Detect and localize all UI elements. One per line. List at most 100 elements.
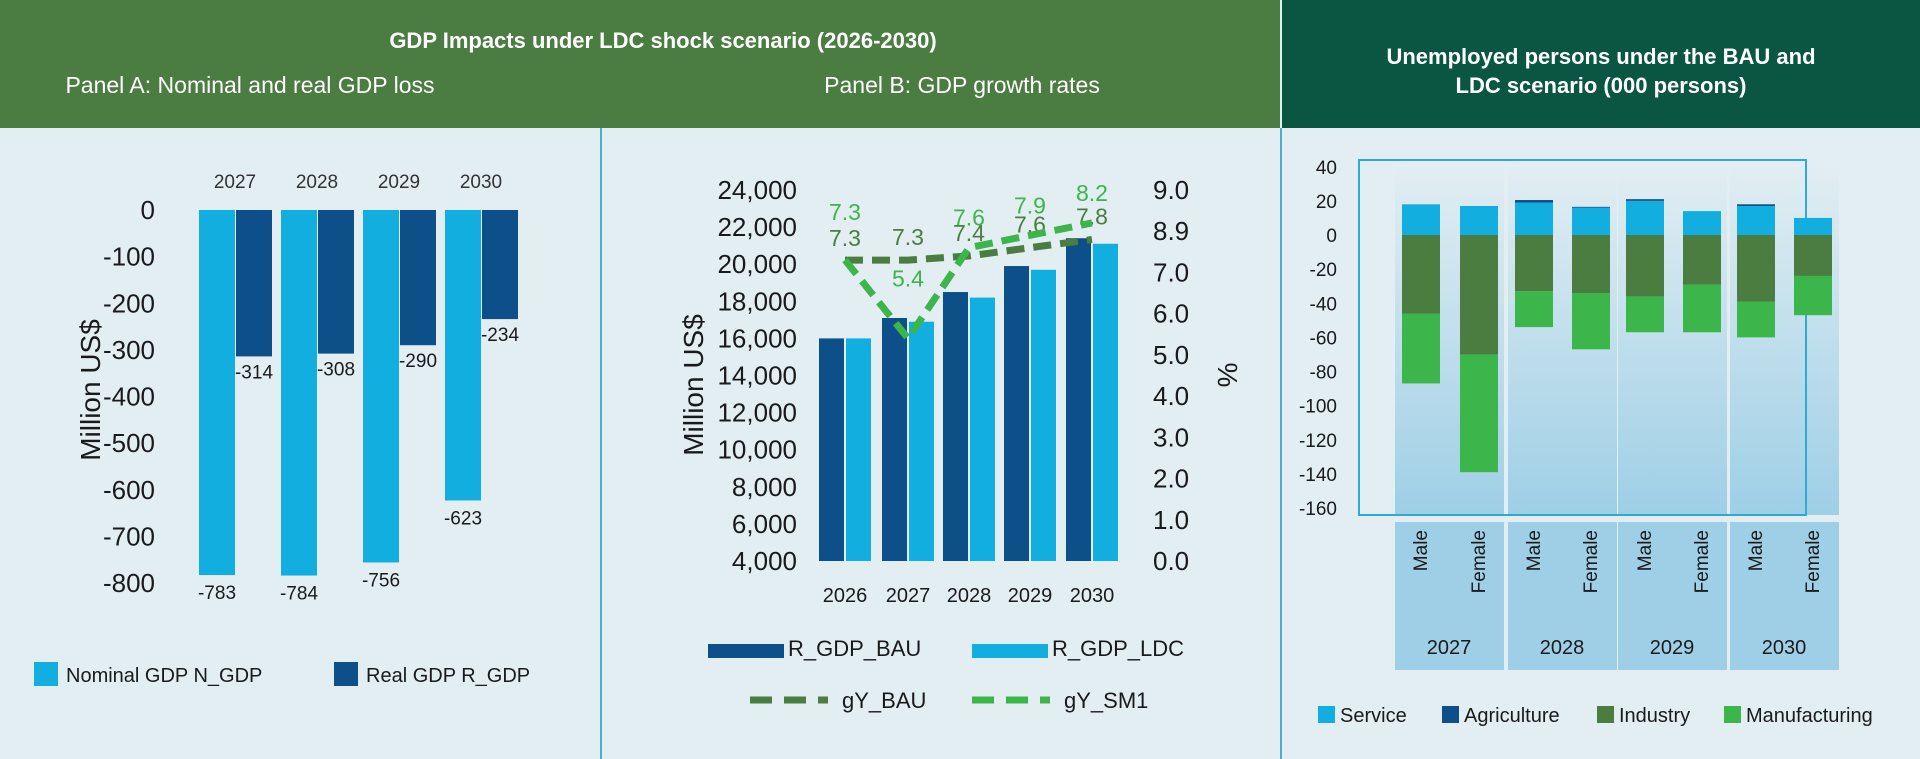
right-legend-swatch (1597, 706, 1614, 723)
panel-a-bar (445, 210, 481, 501)
panel-b-legend-swatch (972, 644, 1048, 658)
divider-left (600, 128, 602, 759)
panel-a-category-label: 2028 (296, 172, 338, 193)
stacked-bar-segment (1460, 235, 1498, 355)
right-y-tick: -160 (1299, 499, 1337, 520)
panel-b-line-label: 7.9 (1014, 192, 1046, 218)
panel-b-y2-tick: 2.0 (1153, 464, 1189, 494)
group-label-band (1730, 522, 1839, 670)
panel-b-line-label: 7.4 (953, 220, 985, 246)
panel-a-category-label: 2029 (378, 172, 420, 193)
panel-b-y2-tick: 0.0 (1153, 546, 1189, 576)
divider-right (1280, 128, 1282, 759)
right-legend-label: Manufacturing (1746, 705, 1873, 727)
stacked-bar-segment (1402, 204, 1440, 235)
group-year-label: 2027 (1427, 637, 1472, 659)
right-legend-swatch (1724, 706, 1741, 723)
stacked-bar-segment (1683, 211, 1721, 235)
panel-b-line-label: 8.2 (1076, 180, 1108, 206)
panel-a-data-label: -756 (362, 570, 400, 591)
panel-a-bar (482, 210, 518, 320)
stacked-bar-segment (1626, 235, 1664, 297)
subcategory-label: Female (1803, 530, 1824, 593)
right-title-line-2: LDC scenario (000 persons) (1455, 73, 1747, 98)
stacked-bar-segment (1794, 235, 1832, 276)
panel-b-growth-line (845, 235, 1093, 264)
panel-b-line-label: 7.6 (953, 205, 985, 231)
panel-a-data-label: -234 (481, 325, 519, 346)
panel-b-legend-swatch (708, 644, 784, 658)
panel-b-title: Panel B: GDP growth rates (824, 72, 1100, 98)
subcategory-label: Female (1581, 530, 1602, 593)
stacked-bar-segment (1460, 205, 1498, 235)
stacked-bar-segment (1683, 235, 1721, 285)
right-legend-label: Industry (1619, 705, 1690, 727)
right-y-tick: -120 (1299, 431, 1337, 452)
panel-b-y-tick: 20,000 (717, 249, 797, 279)
subcategory-label: Female (1469, 530, 1490, 593)
panel-b-category-label: 2027 (886, 585, 931, 607)
panel-a-legend-swatch (34, 662, 58, 686)
stacked-bar-segment (1572, 235, 1610, 294)
panel-a-data-label: -623 (444, 508, 482, 529)
panel-a-bar (281, 210, 317, 576)
panel-b-y-tick: 18,000 (717, 286, 797, 316)
group-label-band (1508, 522, 1617, 670)
panel-b-bar (943, 292, 968, 561)
stacked-bar-segment (1626, 199, 1664, 201)
panel-b-y2-tick: 8.9 (1153, 216, 1189, 246)
group-year-label: 2030 (1762, 637, 1807, 659)
panel-a-y-tick: -200 (103, 288, 155, 318)
panel-b-bar (970, 297, 995, 561)
panel-a-data-label: -314 (235, 362, 273, 383)
panel-a-bar (199, 210, 235, 576)
panel-a-legend-swatch (334, 662, 358, 686)
panel-b-bar (1066, 238, 1091, 562)
panel-a-y-tick: -600 (103, 475, 155, 505)
panel-b-bar (819, 338, 844, 561)
panel-a-y-tick: -100 (103, 242, 155, 272)
panel-b-y-tick: 22,000 (717, 212, 797, 242)
subcategory-label: Male (1746, 530, 1767, 571)
panel-b-y-tick: 6,000 (732, 509, 797, 539)
panel-b-legend-label: gY_BAU (842, 688, 926, 713)
panel-b-category-label: 2028 (947, 585, 992, 607)
panel-a-data-label: -784 (280, 584, 318, 605)
subcategory-label: Female (1692, 530, 1713, 593)
panel-b-y2-tick: 3.0 (1153, 422, 1189, 452)
group-label-band (1395, 522, 1504, 670)
stacked-bar-segment (1737, 205, 1775, 235)
right-legend-swatch (1442, 706, 1459, 723)
panel-a-bar (318, 210, 354, 354)
stacked-bar-segment (1572, 207, 1610, 235)
plot-frame (1358, 159, 1807, 516)
stacked-bar-segment (1737, 301, 1775, 338)
stacked-bar-segment (1683, 284, 1721, 333)
right-legend-label: Agriculture (1464, 705, 1560, 727)
stacked-bar-segment (1515, 291, 1553, 328)
panel-b-y2-tick: 6.0 (1153, 299, 1189, 329)
panel-b-category-label: 2030 (1070, 585, 1115, 607)
group-label-band (1618, 522, 1727, 670)
right-y-tick: -40 (1310, 294, 1337, 315)
panel-a-y-tick: 0 (141, 195, 155, 225)
panel-a-y-tick: -500 (103, 428, 155, 458)
stacked-bar-segment (1626, 296, 1664, 333)
panel-a-y-tick: -300 (103, 335, 155, 365)
panel-b-bar (846, 338, 871, 561)
stacked-bar-segment (1794, 275, 1832, 316)
header-panel-gdp (0, 0, 1280, 128)
panel-a-data-label: -308 (317, 360, 355, 381)
panel-a-legend-label: Real GDP R_GDP (366, 665, 530, 687)
panel-b-y-tick: 8,000 (732, 472, 797, 502)
panel-b-bar (1031, 269, 1056, 561)
right-y-tick: -80 (1310, 363, 1337, 384)
panel-a-data-label: -783 (198, 583, 236, 604)
stacked-bar-segment (1402, 235, 1440, 314)
stacked-bar-segment (1794, 217, 1832, 235)
right-y-tick: 0 (1326, 226, 1337, 247)
right-legend-label: Service (1340, 705, 1407, 727)
stacked-bar-segment (1737, 235, 1775, 302)
panel-b-category-label: 2029 (1008, 585, 1053, 607)
panel-b-y2-tick: 1.0 (1153, 505, 1189, 535)
